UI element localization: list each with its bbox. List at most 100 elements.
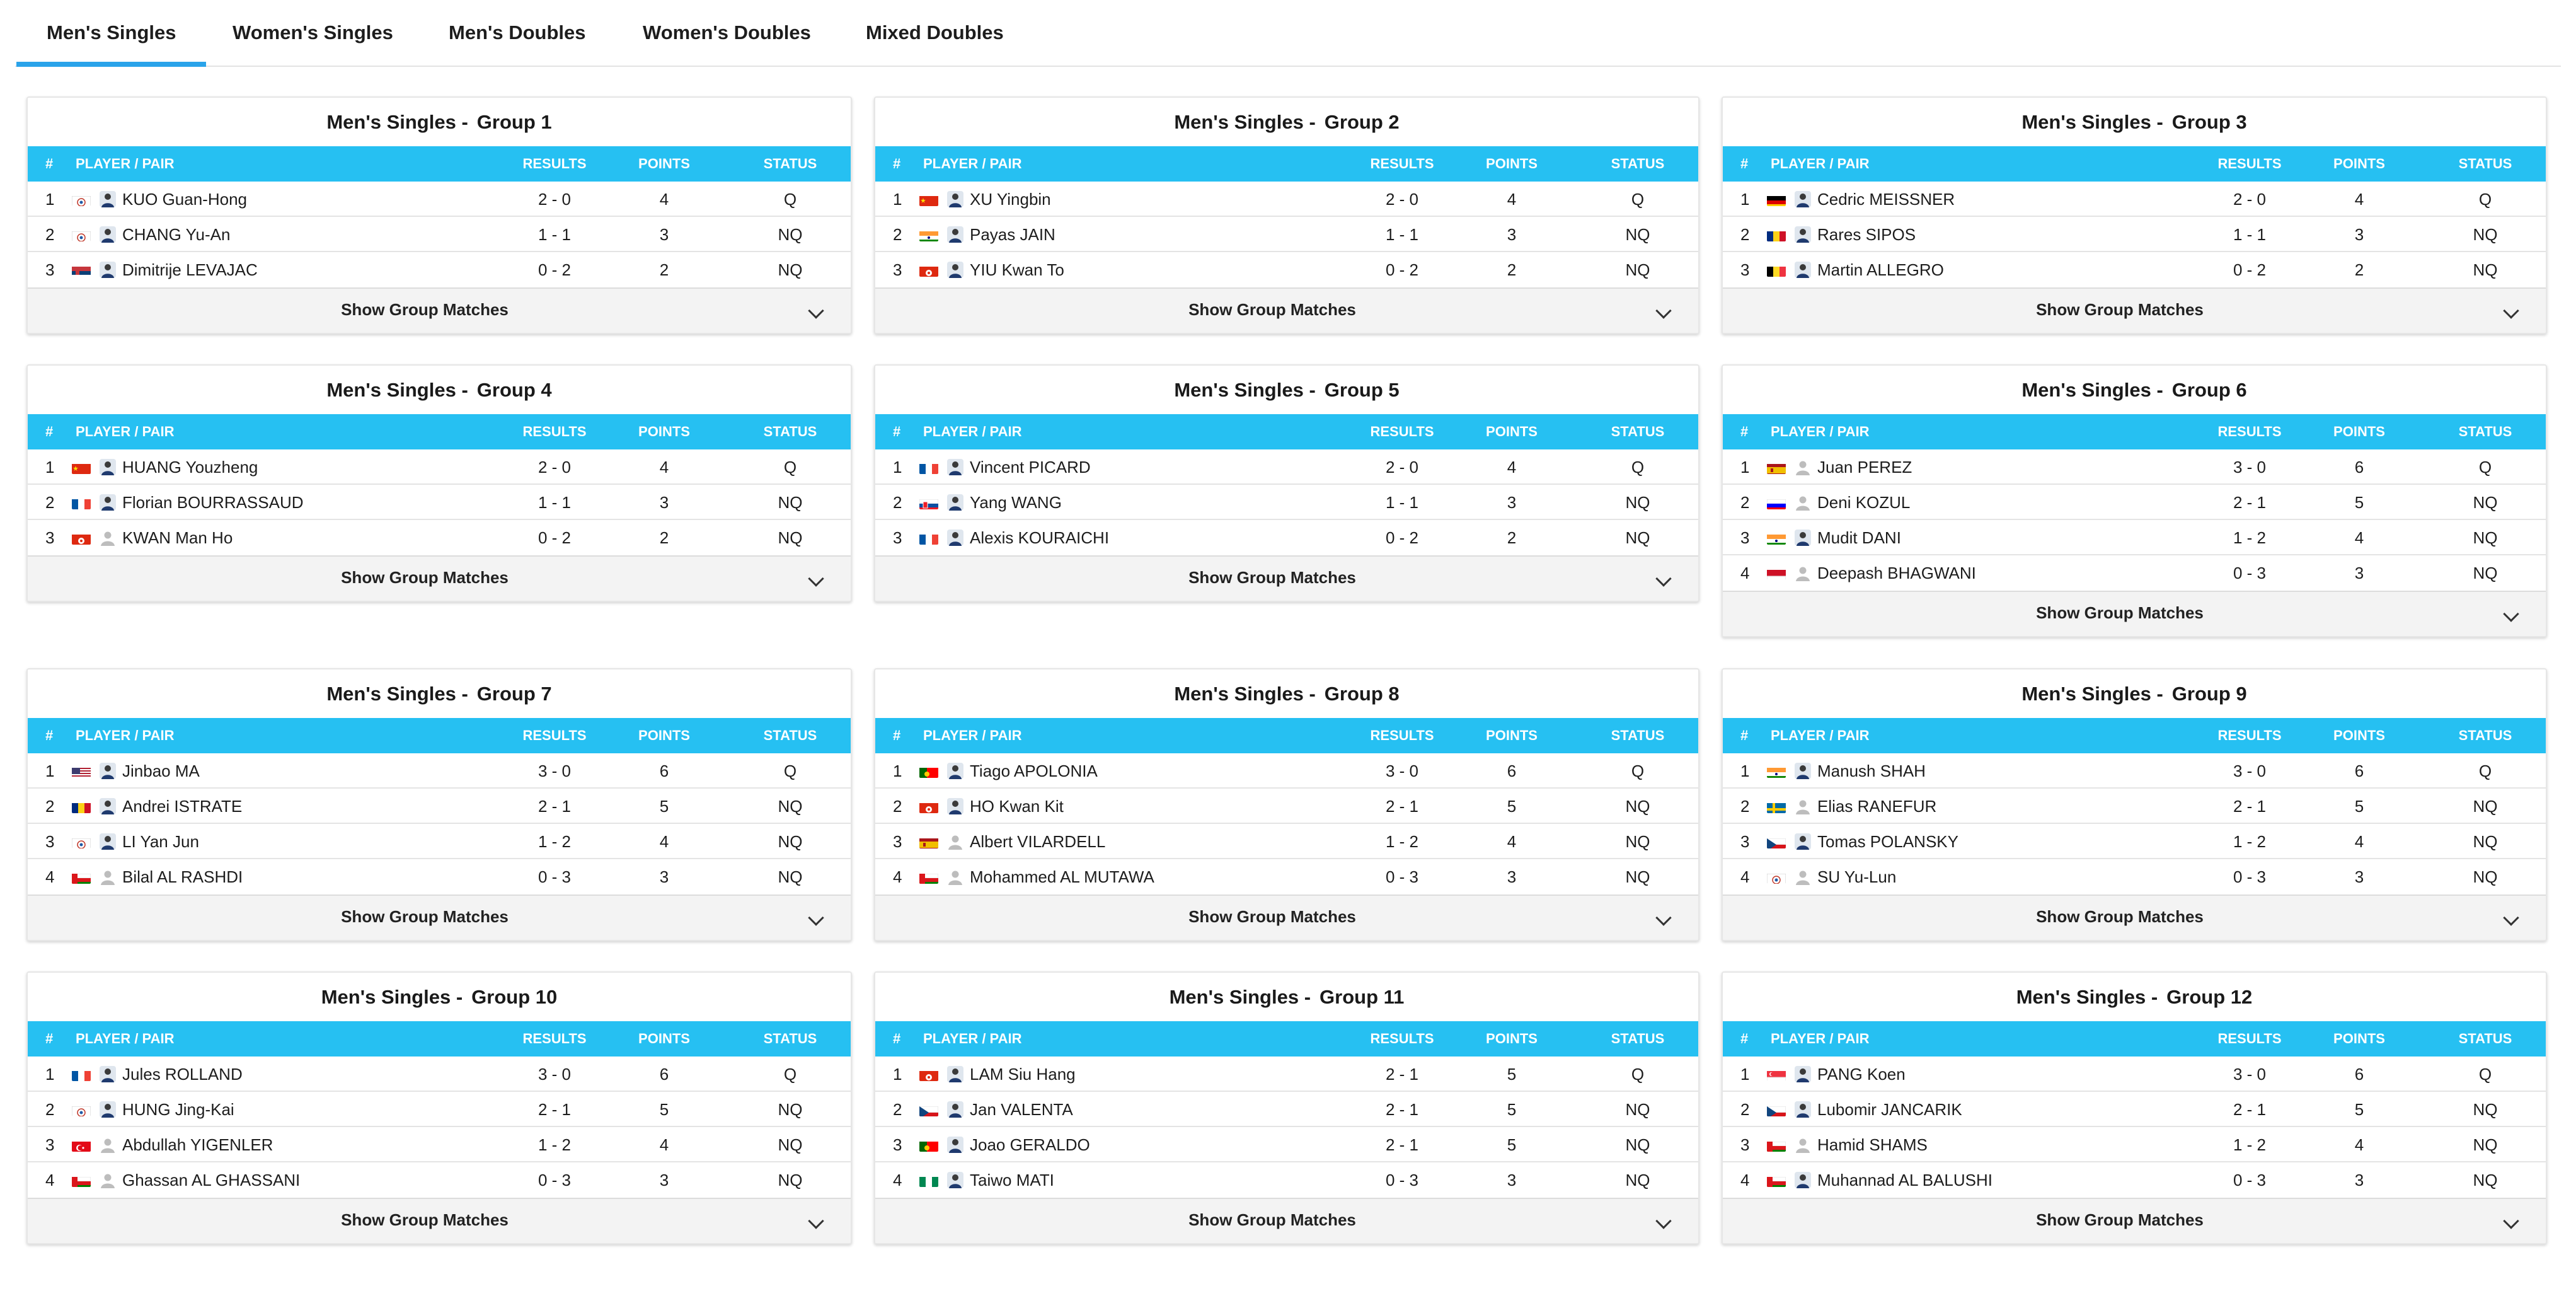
- table-row[interactable]: 4 SU Yu-Lun 0 - 3 3 NQ: [1723, 859, 2546, 894]
- player-name[interactable]: HO Kwan Kit: [970, 797, 1064, 816]
- table-row[interactable]: 3 LI Yan Jun 1 - 2 4 NQ: [28, 824, 851, 859]
- table-row[interactable]: 1 Cedric MEISSNER 2 - 0 4 Q: [1723, 182, 2546, 217]
- player-name[interactable]: Mudit DANI: [1817, 528, 1901, 547]
- table-row[interactable]: 2 Payas JAIN 1 - 1 3 NQ: [875, 217, 1698, 252]
- table-row[interactable]: 2 CHANG Yu-An 1 - 1 3 NQ: [28, 217, 851, 252]
- show-group-matches-button[interactable]: Show Group Matches: [875, 1198, 1698, 1243]
- show-group-matches-button[interactable]: Show Group Matches: [1723, 591, 2546, 636]
- player-name[interactable]: KWAN Man Ho: [122, 528, 233, 547]
- table-row[interactable]: 4 Taiwo MATI 0 - 3 3 NQ: [875, 1162, 1698, 1198]
- table-row[interactable]: 2 Deni KOZUL 2 - 1 5 NQ: [1723, 485, 2546, 520]
- show-group-matches-button[interactable]: Show Group Matches: [875, 287, 1698, 333]
- show-group-matches-button[interactable]: Show Group Matches: [1723, 1198, 2546, 1243]
- show-group-matches-button[interactable]: Show Group Matches: [875, 894, 1698, 940]
- table-row[interactable]: 3 Martin ALLEGRO 0 - 2 2 NQ: [1723, 252, 2546, 287]
- player-name[interactable]: SU Yu-Lun: [1817, 867, 1897, 886]
- show-group-matches-button[interactable]: Show Group Matches: [28, 894, 851, 940]
- player-name[interactable]: PANG Koen: [1817, 1065, 1906, 1084]
- player-name[interactable]: Florian BOURRASSAUD: [122, 493, 304, 512]
- table-row[interactable]: 4 Deepash BHAGWANI 0 - 3 3 NQ: [1723, 555, 2546, 591]
- table-row[interactable]: 3 Dimitrije LEVAJAC 0 - 2 2 NQ: [28, 252, 851, 287]
- table-row[interactable]: 3 Mudit DANI 1 - 2 4 NQ: [1723, 520, 2546, 555]
- table-row[interactable]: 4 Muhannad AL BALUSHI 0 - 3 3 NQ: [1723, 1162, 2546, 1198]
- show-group-matches-button[interactable]: Show Group Matches: [1723, 287, 2546, 333]
- player-name[interactable]: Abdullah YIGENLER: [122, 1135, 273, 1154]
- player-name[interactable]: Cedric MEISSNER: [1817, 190, 1955, 209]
- tab-mixed-doubles[interactable]: Mixed Doubles: [866, 21, 1004, 43]
- table-row[interactable]: 3 Tomas POLANSKY 1 - 2 4 NQ: [1723, 824, 2546, 859]
- player-name[interactable]: XU Yingbin: [970, 190, 1051, 209]
- player-name[interactable]: Alexis KOURAICHI: [970, 528, 1110, 547]
- player-name[interactable]: Albert VILARDELL: [970, 832, 1106, 851]
- show-group-matches-button[interactable]: Show Group Matches: [875, 555, 1698, 601]
- show-group-matches-button[interactable]: Show Group Matches: [28, 287, 851, 333]
- table-row[interactable]: 2 Andrei ISTRATE 2 - 1 5 NQ: [28, 789, 851, 824]
- player-name[interactable]: Elias RANEFUR: [1817, 797, 1937, 816]
- tab-womens-singles[interactable]: Women's Singles: [233, 21, 393, 43]
- player-name[interactable]: LI Yan Jun: [122, 832, 199, 851]
- table-row[interactable]: 3 Hamid SHAMS 1 - 2 4 NQ: [1723, 1127, 2546, 1162]
- player-name[interactable]: Tomas POLANSKY: [1817, 832, 1958, 851]
- table-row[interactable]: 3 Albert VILARDELL 1 - 2 4 NQ: [875, 824, 1698, 859]
- player-name[interactable]: LAM Siu Hang: [970, 1065, 1076, 1084]
- player-name[interactable]: Yang WANG: [970, 493, 1062, 512]
- player-name[interactable]: Deni KOZUL: [1817, 493, 1911, 512]
- player-name[interactable]: Martin ALLEGRO: [1817, 260, 1944, 279]
- player-name[interactable]: Manush SHAH: [1817, 761, 1926, 780]
- player-name[interactable]: KUO Guan-Hong: [122, 190, 247, 209]
- table-row[interactable]: 1 Jinbao MA 3 - 0 6 Q: [28, 753, 851, 789]
- player-name[interactable]: CHANG Yu-An: [122, 225, 231, 244]
- table-row[interactable]: 2 HO Kwan Kit 2 - 1 5 NQ: [875, 789, 1698, 824]
- tab-mens-singles[interactable]: Men's Singles: [16, 21, 207, 67]
- player-name[interactable]: HUNG Jing-Kai: [122, 1100, 234, 1119]
- table-row[interactable]: 2 Lubomir JANCARIK 2 - 1 5 NQ: [1723, 1092, 2546, 1127]
- player-name[interactable]: Jinbao MA: [122, 761, 200, 780]
- table-row[interactable]: 1 Manush SHAH 3 - 0 6 Q: [1723, 753, 2546, 789]
- player-name[interactable]: Payas JAIN: [970, 225, 1055, 244]
- show-group-matches-button[interactable]: Show Group Matches: [28, 555, 851, 601]
- table-row[interactable]: 4 Bilal AL RASHDI 0 - 3 3 NQ: [28, 859, 851, 894]
- table-row[interactable]: 1 KUO Guan-Hong 2 - 0 4 Q: [28, 182, 851, 217]
- table-row[interactable]: 4 Ghassan AL GHASSANI 0 - 3 3 NQ: [28, 1162, 851, 1198]
- table-row[interactable]: 2 Yang WANG 1 - 1 3 NQ: [875, 485, 1698, 520]
- player-name[interactable]: Joao GERALDO: [970, 1135, 1090, 1154]
- player-name[interactable]: Lubomir JANCARIK: [1817, 1100, 1962, 1119]
- player-name[interactable]: Hamid SHAMS: [1817, 1135, 1928, 1154]
- table-row[interactable]: 2 HUNG Jing-Kai 2 - 1 5 NQ: [28, 1092, 851, 1127]
- player-name[interactable]: Vincent PICARD: [970, 458, 1091, 477]
- player-name[interactable]: Andrei ISTRATE: [122, 797, 243, 816]
- tab-mens-doubles[interactable]: Men's Doubles: [449, 21, 586, 43]
- table-row[interactable]: 2 Elias RANEFUR 2 - 1 5 NQ: [1723, 789, 2546, 824]
- player-name[interactable]: Jules ROLLAND: [122, 1065, 243, 1084]
- player-name[interactable]: Ghassan AL GHASSANI: [122, 1171, 301, 1190]
- player-name[interactable]: Bilal AL RASHDI: [122, 867, 243, 886]
- player-name[interactable]: Tiago APOLONIA: [970, 761, 1098, 780]
- tab-womens-doubles[interactable]: Women's Doubles: [643, 21, 811, 43]
- table-row[interactable]: 4 Mohammed AL MUTAWA 0 - 3 3 NQ: [875, 859, 1698, 894]
- table-row[interactable]: 2 Florian BOURRASSAUD 1 - 1 3 NQ: [28, 485, 851, 520]
- show-group-matches-button[interactable]: Show Group Matches: [1723, 894, 2546, 940]
- player-name[interactable]: HUANG Youzheng: [122, 458, 258, 477]
- player-name[interactable]: Dimitrije LEVAJAC: [122, 260, 258, 279]
- table-row[interactable]: 1 Jules ROLLAND 3 - 0 6 Q: [28, 1057, 851, 1092]
- player-name[interactable]: Muhannad AL BALUSHI: [1817, 1171, 1992, 1190]
- table-row[interactable]: 1 HUANG Youzheng 2 - 0 4 Q: [28, 449, 851, 485]
- table-row[interactable]: 1 LAM Siu Hang 2 - 1 5 Q: [875, 1057, 1698, 1092]
- player-name[interactable]: Juan PEREZ: [1817, 458, 1912, 477]
- show-group-matches-button[interactable]: Show Group Matches: [28, 1198, 851, 1243]
- table-row[interactable]: 2 Rares SIPOS 1 - 1 3 NQ: [1723, 217, 2546, 252]
- player-name[interactable]: Jan VALENTA: [970, 1100, 1073, 1119]
- player-name[interactable]: Deepash BHAGWANI: [1817, 564, 1976, 582]
- table-row[interactable]: 3 Alexis KOURAICHI 0 - 2 2 NQ: [875, 520, 1698, 555]
- table-row[interactable]: 2 Jan VALENTA 2 - 1 5 NQ: [875, 1092, 1698, 1127]
- player-name[interactable]: Taiwo MATI: [970, 1171, 1054, 1190]
- table-row[interactable]: 3 YIU Kwan To 0 - 2 2 NQ: [875, 252, 1698, 287]
- table-row[interactable]: 3 Abdullah YIGENLER 1 - 2 4 NQ: [28, 1127, 851, 1162]
- table-row[interactable]: 3 Joao GERALDO 2 - 1 5 NQ: [875, 1127, 1698, 1162]
- player-name[interactable]: Mohammed AL MUTAWA: [970, 867, 1154, 886]
- player-name[interactable]: YIU Kwan To: [970, 260, 1064, 279]
- table-row[interactable]: 1 Tiago APOLONIA 3 - 0 6 Q: [875, 753, 1698, 789]
- table-row[interactable]: 1 Vincent PICARD 2 - 0 4 Q: [875, 449, 1698, 485]
- table-row[interactable]: 3 KWAN Man Ho 0 - 2 2 NQ: [28, 520, 851, 555]
- table-row[interactable]: 1 Juan PEREZ 3 - 0 6 Q: [1723, 449, 2546, 485]
